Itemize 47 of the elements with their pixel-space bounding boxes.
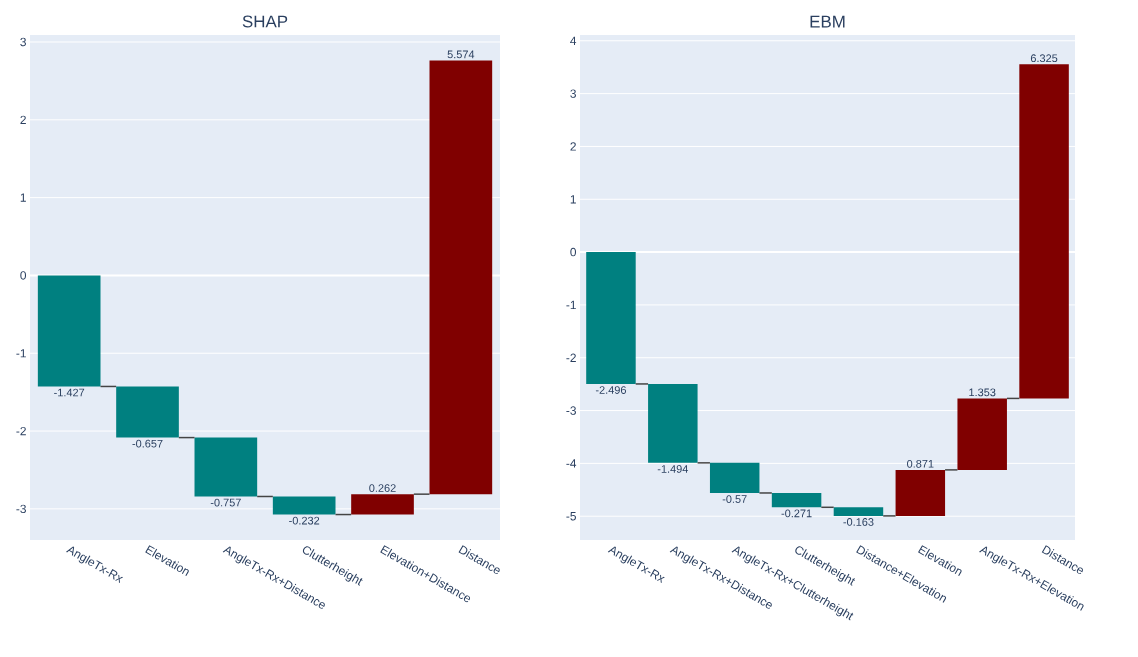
bar [37, 275, 101, 387]
y-tick-label: 3 [570, 89, 576, 98]
chart-title: SHAP [242, 15, 288, 28]
y-tick-label: 1 [20, 193, 26, 202]
y-tick-label: -2 [16, 426, 26, 436]
y-tick-label: 2 [570, 142, 576, 151]
y-tick-label: 0 [570, 247, 577, 257]
y-tick-label: -3 [16, 504, 26, 514]
bar [771, 492, 822, 508]
bar [194, 437, 258, 497]
data-label: -1.494 [657, 465, 689, 473]
y-tick-label: -5 [566, 512, 576, 521]
data-label: -0.271 [781, 509, 812, 518]
data-label: 5.574 [447, 50, 475, 59]
bar [895, 469, 946, 516]
data-label: -0.232 [289, 516, 320, 525]
bar [586, 252, 636, 384]
bar [833, 507, 884, 516]
y-tick-label: 0 [20, 271, 27, 280]
bar [116, 386, 179, 438]
bar [429, 60, 493, 495]
bar [957, 398, 1007, 470]
y-tick-label: 3 [20, 37, 26, 47]
y-tick-label: -3 [566, 406, 576, 415]
data-label: -0.57 [722, 495, 747, 503]
y-tick-label: -2 [566, 353, 576, 362]
bar [648, 383, 698, 463]
data-label: -2.496 [595, 386, 626, 394]
chart-title: EBM [810, 15, 845, 28]
bar [1019, 64, 1069, 399]
y-tick-label: -1 [566, 300, 576, 310]
bar [351, 494, 414, 515]
data-label: -0.657 [132, 439, 163, 448]
data-label: -0.163 [843, 518, 874, 526]
data-label: 0.262 [369, 484, 396, 492]
bar [272, 496, 336, 515]
y-tick-label: -4 [566, 459, 577, 468]
bar [709, 462, 760, 493]
y-tick-label: 2 [20, 115, 26, 124]
y-tick-label: 1 [570, 195, 576, 204]
data-label: 6.325 [1030, 54, 1058, 63]
data-label: 1.353 [969, 388, 996, 397]
data-label: -1.427 [54, 388, 85, 397]
data-label: -0.757 [210, 498, 241, 507]
y-tick-label: 4 [570, 36, 577, 45]
data-label: 0.871 [907, 459, 934, 468]
y-tick-label: -1 [16, 349, 26, 358]
